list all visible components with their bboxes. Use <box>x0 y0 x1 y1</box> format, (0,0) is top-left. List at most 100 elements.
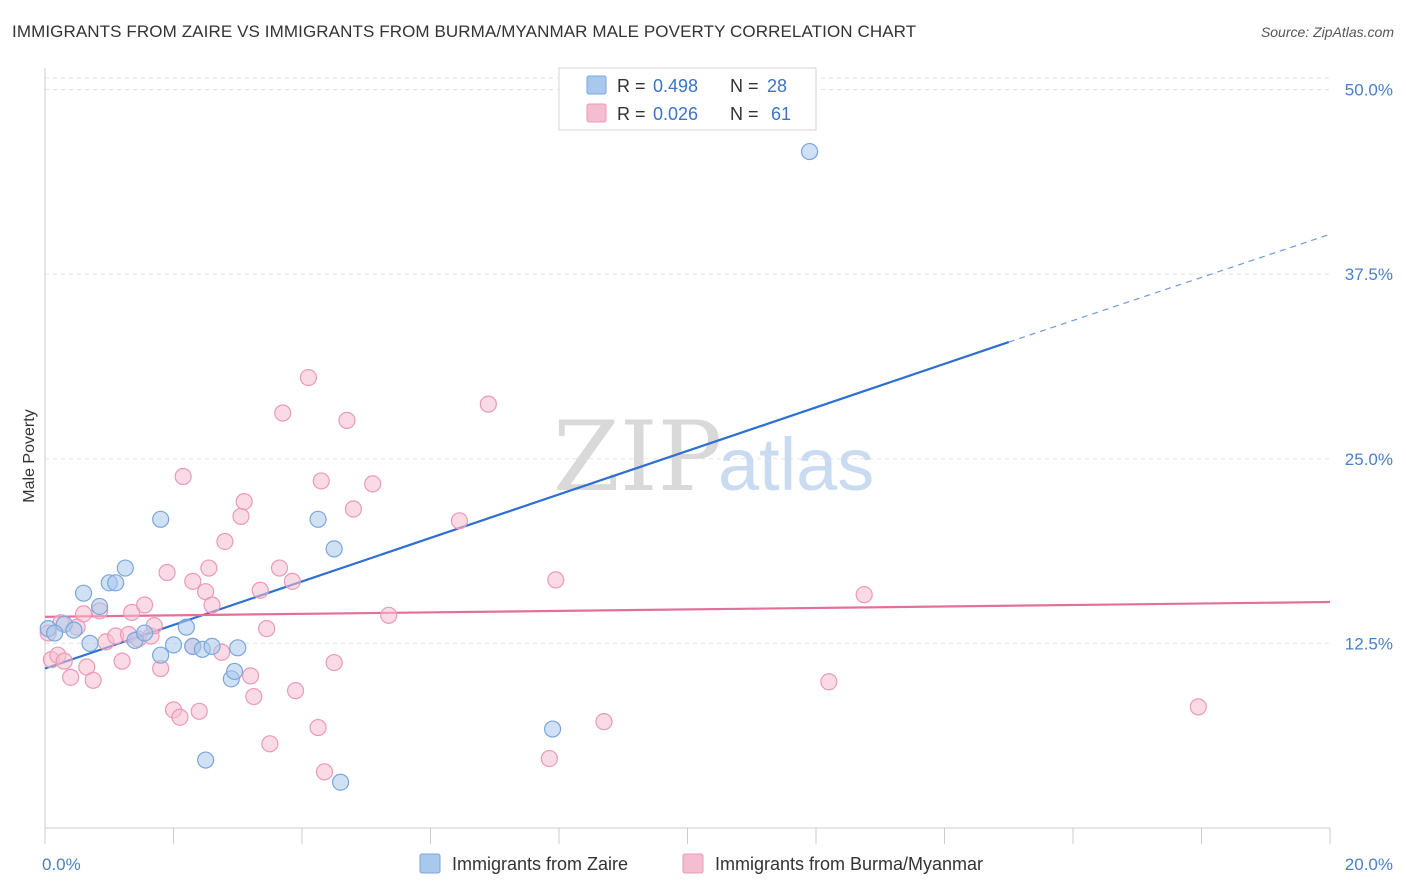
y-axis-label: Male Poverty <box>21 409 38 502</box>
source-label: Source: ZipAtlas.com <box>1260 24 1394 40</box>
legend-n-label-burma: N = <box>730 104 759 124</box>
point-burma-33 <box>235 493 253 511</box>
point-burma-44 <box>309 718 327 737</box>
point-burma-35 <box>245 687 263 706</box>
watermark-atlas: atlas <box>718 423 874 506</box>
point-burma-56 <box>595 713 613 731</box>
point-burma-46 <box>315 763 334 781</box>
point-burma-32 <box>232 507 250 525</box>
point-zaire-5 <box>91 597 109 616</box>
point-burma-6 <box>74 605 93 623</box>
axes <box>44 68 1331 844</box>
legend-top: R = 0.498 N = 28 R = 0.026 N = 61 <box>558 67 817 131</box>
bottom-legend-swatch-zaire <box>419 853 441 874</box>
x-tick-label-0: 0.0% <box>42 855 81 874</box>
legend-bottom: Immigrants from Zaire Immigrants from Bu… <box>419 853 983 874</box>
point-burma-34 <box>242 667 260 685</box>
point-zaire-2 <box>65 621 83 639</box>
legend-n-value-burma: 61 <box>771 104 791 124</box>
point-burma-3 <box>55 652 73 670</box>
point-burma-20 <box>158 563 176 582</box>
point-zaire-10 <box>135 624 154 642</box>
point-burma-50 <box>364 475 382 493</box>
point-zaire-4 <box>81 634 99 652</box>
point-burma-22 <box>171 708 189 726</box>
point-zaire-17 <box>197 751 215 769</box>
legend-swatch-burma <box>586 103 607 123</box>
y-tick-label-1: 25.0% <box>1345 450 1393 469</box>
point-burma-26 <box>190 702 208 720</box>
point-burma-28 <box>200 559 218 577</box>
chart-title: IMMIGRANTS FROM ZAIRE VS IMMIGRANTS FROM… <box>12 22 917 41</box>
point-burma-49 <box>344 500 362 518</box>
point-burma-37 <box>258 620 276 638</box>
data-points <box>39 142 1207 791</box>
legend-r-label-zaire: R = <box>617 76 646 96</box>
x-tick-label-1: 20.0% <box>1345 855 1393 874</box>
point-burma-54 <box>540 749 558 768</box>
point-zaire-14 <box>177 618 195 636</box>
point-burma-45 <box>312 472 330 490</box>
point-burma-59 <box>1189 698 1207 716</box>
point-zaire-7 <box>107 574 125 592</box>
point-zaire-12 <box>152 510 170 528</box>
point-burma-8 <box>84 671 102 689</box>
watermark-zip: ZIP <box>553 401 722 513</box>
point-zaire-21 <box>229 639 247 657</box>
point-zaire-24 <box>331 773 350 791</box>
point-burma-38 <box>261 735 279 753</box>
point-burma-39 <box>270 559 289 577</box>
point-burma-29 <box>203 596 221 614</box>
point-burma-52 <box>450 512 469 530</box>
point-burma-53 <box>479 395 497 413</box>
y-tick-label-0: 12.5% <box>1345 634 1393 653</box>
legend-n-label-zaire: N = <box>730 76 759 96</box>
point-zaire-13 <box>164 636 183 654</box>
point-zaire-22 <box>309 510 327 528</box>
point-burma-25 <box>184 572 202 590</box>
point-burma-57 <box>820 673 838 691</box>
trend-lines <box>44 233 1331 670</box>
point-zaire-11 <box>152 646 170 664</box>
bottom-legend-label-zaire: Immigrants from Zaire <box>452 854 628 874</box>
point-zaire-23 <box>325 540 343 558</box>
point-zaire-3 <box>74 584 93 602</box>
point-burma-36 <box>251 581 269 599</box>
point-burma-48 <box>338 411 356 429</box>
point-zaire-8 <box>116 559 134 577</box>
y-tick-label-3: 50.0% <box>1345 81 1393 100</box>
point-burma-31 <box>216 532 234 551</box>
point-zaire-27 <box>46 624 64 642</box>
bottom-legend-swatch-burma <box>682 853 704 874</box>
point-burma-12 <box>113 652 131 670</box>
point-burma-16 <box>135 596 154 614</box>
point-burma-40 <box>274 404 292 422</box>
watermark: ZIP atlas <box>553 401 874 513</box>
point-burma-14 <box>123 603 141 621</box>
legend-r-value-zaire: 0.498 <box>653 76 698 96</box>
point-zaire-20 <box>225 662 244 681</box>
point-burma-4 <box>62 668 80 686</box>
bottom-legend-label-burma: Immigrants from Burma/Myanmar <box>715 854 983 874</box>
point-zaire-18 <box>203 637 221 655</box>
legend-r-value-burma: 0.026 <box>653 104 698 124</box>
point-burma-47 <box>325 653 343 672</box>
trend-line-burma <box>44 600 1331 618</box>
grid-lines <box>45 77 1330 644</box>
legend-n-value-zaire: 28 <box>767 76 787 96</box>
point-burma-55 <box>547 571 565 589</box>
point-zaire-25 <box>543 720 562 738</box>
point-burma-51 <box>380 606 398 624</box>
tick-labels: 12.5% 25.0% 37.5% 50.0% 0.0% 20.0% <box>42 81 1393 874</box>
point-burma-58 <box>855 586 873 604</box>
point-burma-42 <box>286 682 305 700</box>
legend-swatch-zaire <box>586 75 607 95</box>
trend-line-zaire-extension <box>1008 233 1331 343</box>
legend-r-label-burma: R = <box>617 104 646 124</box>
point-burma-43 <box>299 368 318 387</box>
y-tick-label-2: 37.5% <box>1345 265 1393 284</box>
point-burma-41 <box>283 572 301 590</box>
point-burma-23 <box>174 467 192 486</box>
point-zaire-26 <box>800 142 819 161</box>
